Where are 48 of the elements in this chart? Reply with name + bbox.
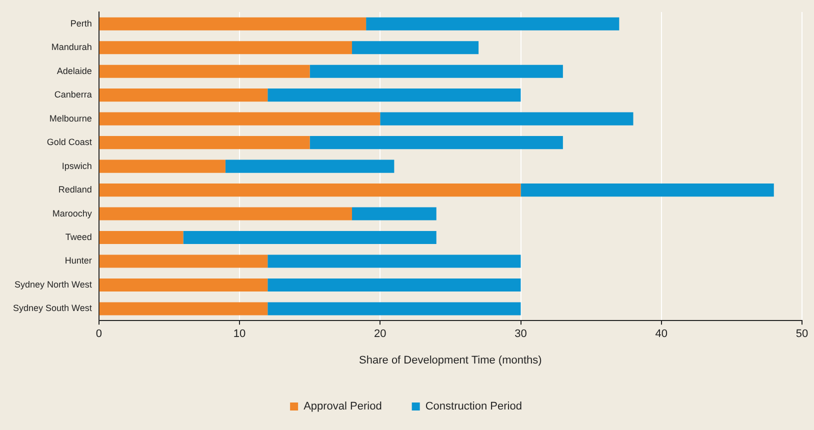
y-tick-label: Sydney North West [14,279,92,290]
bar [268,302,521,316]
bar [99,88,268,102]
y-tick-label: Gold Coast [46,137,92,148]
y-tick-label: Redland [58,184,92,195]
y-tick-label: Sydney South West [12,303,92,314]
bar [225,160,394,173]
x-tick-label: 50 [796,328,808,340]
y-tick-label: Tweed [65,232,92,242]
bar [99,302,268,316]
bar [99,230,184,244]
bar [99,254,268,268]
bar [268,254,521,268]
bar [99,41,352,54]
y-tick-label: Melbourne [49,113,92,124]
bar [99,64,310,78]
x-tick-label: 10 [233,328,246,340]
bar [310,136,563,150]
bar [99,207,352,220]
bar [99,278,268,292]
bar [268,278,521,292]
x-tick-label: 30 [514,328,527,340]
x-axis-title: Share of Development Time (months) [359,354,542,366]
y-tick-label: Mandurah [51,42,92,52]
bar [366,17,620,30]
y-tick-label: Maroochy [52,208,92,218]
bar [520,184,774,197]
bar [183,230,436,244]
bar [268,88,521,102]
bar [99,17,366,30]
x-tick-label: 0 [96,328,102,340]
bar [352,41,479,54]
x-tick-label: 40 [655,328,668,340]
legend-label: Construction Period [425,400,522,413]
y-tick-label: Canberra [54,90,92,100]
bar [99,112,380,126]
bar [310,64,563,78]
bar [380,112,634,126]
y-tick-label: Perth [70,18,92,28]
legend-label: Approval Period [304,400,382,413]
bar [352,207,436,220]
bar [99,184,521,197]
bar [99,160,226,173]
x-tick-label: 20 [374,328,386,340]
bar [99,136,310,150]
y-tick-label: Adelaide [56,66,92,76]
y-tick-label: Hunter [64,256,92,266]
y-tick-label: Ipswich [62,160,92,171]
